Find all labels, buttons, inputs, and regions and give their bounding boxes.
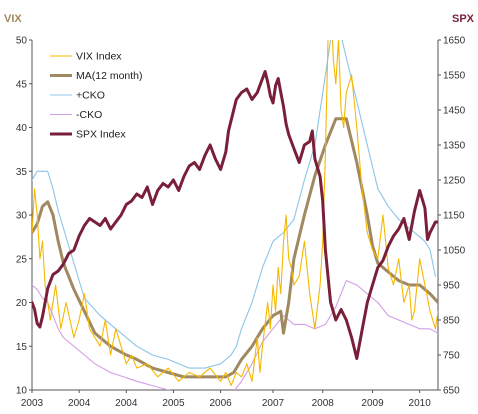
x-tick-label: 2007 [262,398,285,409]
x-axis: 2003 2004 2004 2005 2006 2007 2008 2009 2010 [21,390,431,409]
right-tick-label: 650 [443,386,460,397]
x-tick-label: 2006 [209,398,232,409]
left-tick-label: 35 [16,167,28,178]
left-tick-label: 25 [16,254,28,265]
series-line-ma [32,117,438,379]
series-line-spx [32,70,438,360]
right-tick-label: 1050 [443,246,466,257]
x-tick-label: 2004 [68,398,91,409]
right-tick-label: 950 [443,281,460,292]
legend-label-vix: VIX Index [76,51,122,63]
x-tick-label: 2004 [115,398,138,409]
legend-label-spx: SPX Index [76,129,126,141]
legend-label-cko-plus: +CKO [76,90,105,102]
x-tick-label: 2003 [21,398,44,409]
legend: VIX Index MA(12 month) +CKO -CKO SPX Index [50,51,143,141]
x-tick-label: 2009 [361,398,384,409]
x-tick-label: 2005 [162,398,185,409]
left-tick-label: 45 [16,79,28,90]
left-tick-label: 30 [16,211,28,222]
right-axis-title: SPX [452,13,475,25]
right-tick-label: 1650 [443,36,466,47]
left-axis: 10 15 20 25 30 35 40 45 50 [16,36,32,397]
x-tick-label: 2010 [409,398,432,409]
right-tick-label: 750 [443,351,460,362]
right-tick-label: 1150 [443,211,465,222]
right-tick-label: 1450 [443,106,466,117]
series-group [32,40,438,390]
left-tick-label: 10 [16,386,28,397]
left-tick-label: 15 [16,342,28,353]
right-axis: 650 750 850 950 1050 1150 1250 1350 1450 1550 1650 [438,36,466,397]
left-tick-label: 20 [16,298,28,309]
left-axis-title: VIX [4,13,22,25]
right-tick-label: 1550 [443,71,466,82]
right-tick-label: 850 [443,316,460,327]
series-line-vix [32,40,438,387]
legend-label-cko-minus: -CKO [76,109,102,121]
left-tick-label: 40 [16,123,28,134]
legend-label-ma: MA(12 month) [76,70,143,82]
right-tick-label: 1250 [443,176,466,187]
left-tick-label: 50 [16,36,28,47]
right-tick-label: 1350 [443,141,466,152]
x-tick-label: 2008 [312,398,335,409]
series-line-cko-minus [32,280,438,390]
